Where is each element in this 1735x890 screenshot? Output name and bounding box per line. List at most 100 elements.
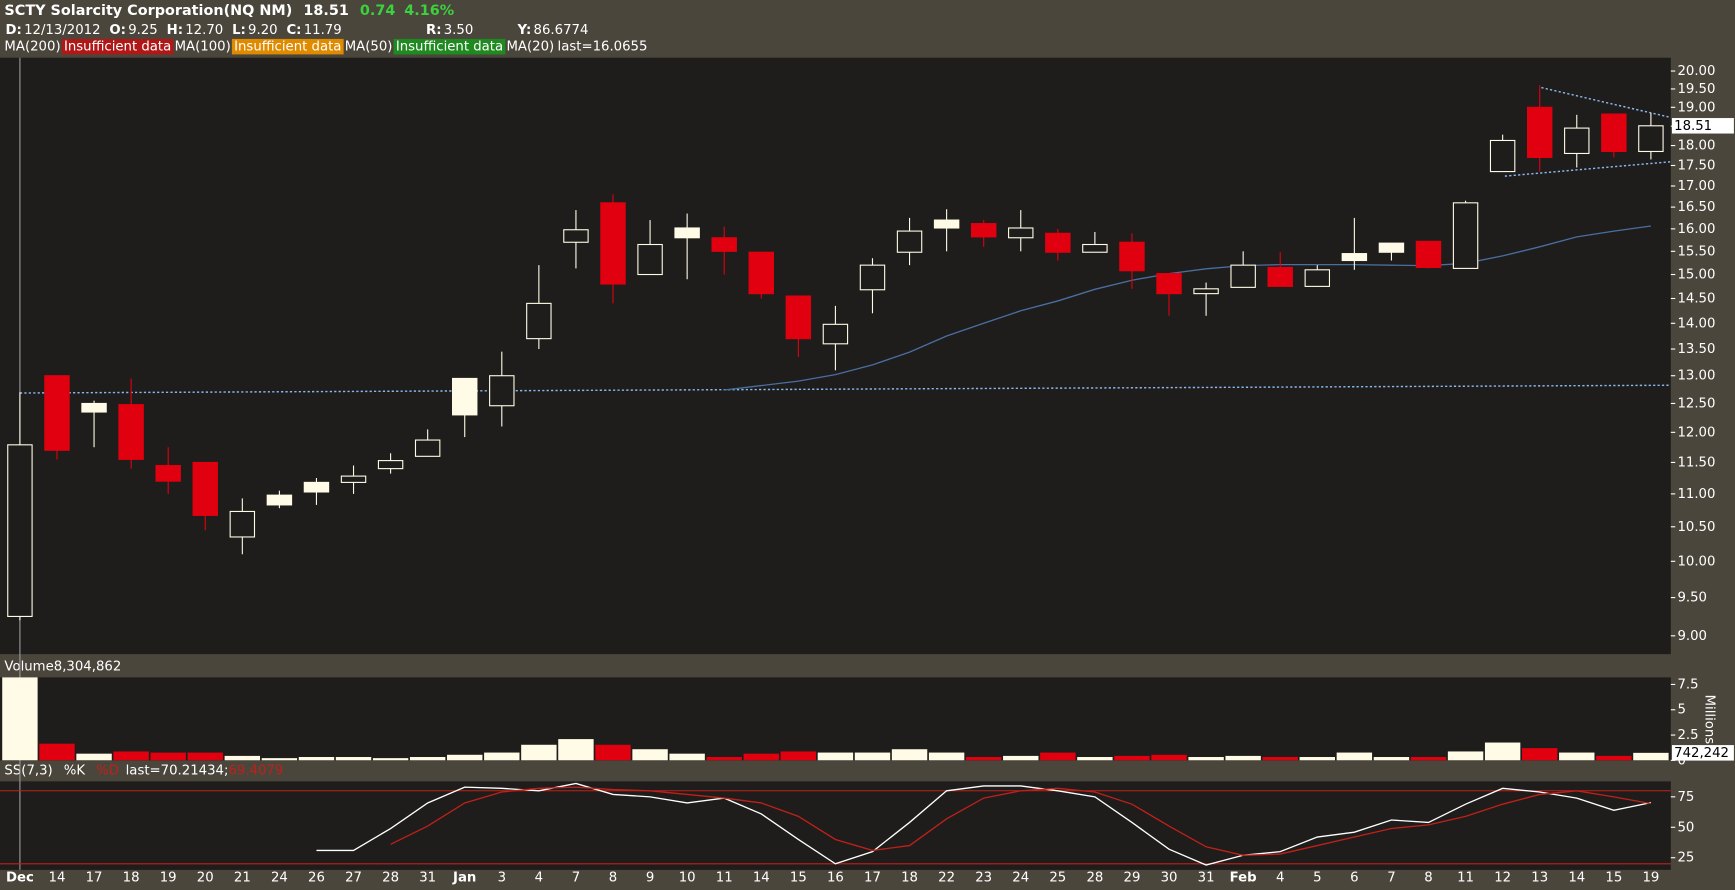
last-value-label: 18.51 [1674, 119, 1712, 134]
volume-bar [780, 751, 817, 761]
y-tick-label: 11.50 [1677, 455, 1715, 470]
change: 0.74 [360, 3, 395, 19]
candle-body [266, 494, 293, 506]
legend-entry: %K [64, 763, 86, 778]
x-tick-label: 9 [646, 871, 654, 886]
candle-body [822, 323, 849, 345]
oscillator-panel [0, 781, 1671, 870]
x-tick-label: 8 [609, 871, 617, 886]
volume-bar [817, 752, 854, 761]
x-tick-label: 8 [1424, 871, 1432, 886]
candle-body [711, 237, 737, 252]
candle-body [192, 461, 218, 516]
y-tick-label: 14.00 [1677, 316, 1715, 331]
y-tick-label: 13.00 [1677, 369, 1715, 384]
x-tick-label: Dec [6, 871, 34, 886]
y-tick-label: 10.50 [1677, 520, 1715, 535]
stats-readout: R: 3.50 Y: 86.6774 [426, 23, 588, 38]
indicator-status-box [231, 38, 344, 55]
indicator-status: last=16.0655 [558, 40, 648, 55]
oscillator-title: SS(7,3) [4, 763, 52, 778]
oscillator-header: SS(7,3) %K %D last=70.21434;69.4079 [4, 763, 283, 778]
x-tick-label: 17 [86, 871, 103, 886]
x-tick-label: 14 [1568, 871, 1585, 886]
candle-body [637, 243, 663, 276]
indicator-status: Insufficient data [396, 40, 503, 55]
x-tick-label: 10 [679, 871, 696, 886]
readout-value: 9.25 [128, 23, 158, 38]
candle-body [1082, 243, 1108, 253]
y-tick-label: 14.50 [1677, 291, 1715, 306]
volume-bar [113, 751, 149, 761]
x-tick-label: Jan [452, 871, 476, 886]
candle-body [1230, 264, 1256, 288]
candle-body [1304, 269, 1331, 287]
y-tick-label: 17.50 [1677, 158, 1715, 173]
trend-line [1541, 86, 1671, 119]
last-price: 18.51 [303, 3, 348, 19]
volume-bar [1151, 754, 1187, 761]
volume-bar [1410, 757, 1447, 761]
volume-bar [187, 752, 223, 761]
candle-body [1045, 232, 1071, 253]
x-tick-label: 16 [827, 871, 844, 886]
x-tick-label: 3 [498, 871, 506, 886]
candle-body [1564, 127, 1590, 155]
x-tick-label: 20 [197, 871, 214, 886]
x-tick-label: 24 [271, 871, 288, 886]
oscillator-line [316, 782, 1652, 866]
volume-bar [2, 677, 38, 761]
x-tick-label: 13 [1531, 871, 1548, 886]
candle-body [1341, 253, 1368, 262]
volume-bar [595, 744, 631, 761]
y-tick-label: 5 [1677, 703, 1685, 718]
readout-label: O: [109, 23, 126, 38]
candle-body [1008, 227, 1034, 239]
candle-body [414, 439, 441, 457]
candle-body [489, 375, 515, 407]
volume-bar [706, 757, 742, 761]
indicator-status: Insufficient data [64, 40, 171, 55]
trend-line [1504, 161, 1671, 177]
indicator-name: MA(20) [506, 40, 554, 55]
indicator-status-box [61, 38, 174, 55]
volume-bar [521, 744, 557, 761]
volume-bar [1559, 752, 1595, 761]
trend-line [19, 384, 1671, 394]
y-tick-label: 19.00 [1677, 100, 1715, 115]
indicator-name: MA(50) [345, 40, 393, 55]
candle-body [340, 475, 367, 483]
x-tick-label: 17 [864, 871, 881, 886]
y-tick-label: 17.00 [1677, 179, 1715, 194]
candle-body [1119, 241, 1145, 272]
readout-label: L: [232, 23, 246, 38]
y-tick-label: 12.00 [1677, 425, 1715, 440]
x-tick-label: 31 [419, 871, 436, 886]
y-tick-label: 16.50 [1677, 200, 1715, 215]
last-value-box [1671, 745, 1734, 761]
x-tick-label: 14 [49, 871, 66, 886]
candle-body [896, 230, 923, 253]
volume-bar [1447, 751, 1484, 761]
volume-axis-label: Millions [1702, 695, 1717, 745]
x-tick-label: 15 [790, 871, 807, 886]
candle-body [1378, 242, 1405, 253]
volume-bar [558, 739, 594, 761]
x-tick-label: 5 [1313, 871, 1321, 886]
candle-body [563, 229, 589, 243]
volume-bar [891, 749, 928, 761]
volume-header: Volume8,304,862 [4, 659, 121, 674]
volume-readout: 8,304,862 [54, 659, 122, 674]
drawing-tools [19, 86, 1671, 394]
indicator-name: MA(100) [175, 40, 231, 55]
x-tick-label: 7 [572, 871, 580, 886]
volume-bar [1336, 752, 1373, 761]
volume-bar [669, 753, 705, 761]
readout-value: 12.70 [185, 23, 223, 38]
candle-body [1452, 202, 1479, 269]
readout-value: 12/13/2012 [24, 23, 100, 38]
x-tick-label: 18 [901, 871, 918, 886]
readout-label: D: [6, 23, 22, 38]
